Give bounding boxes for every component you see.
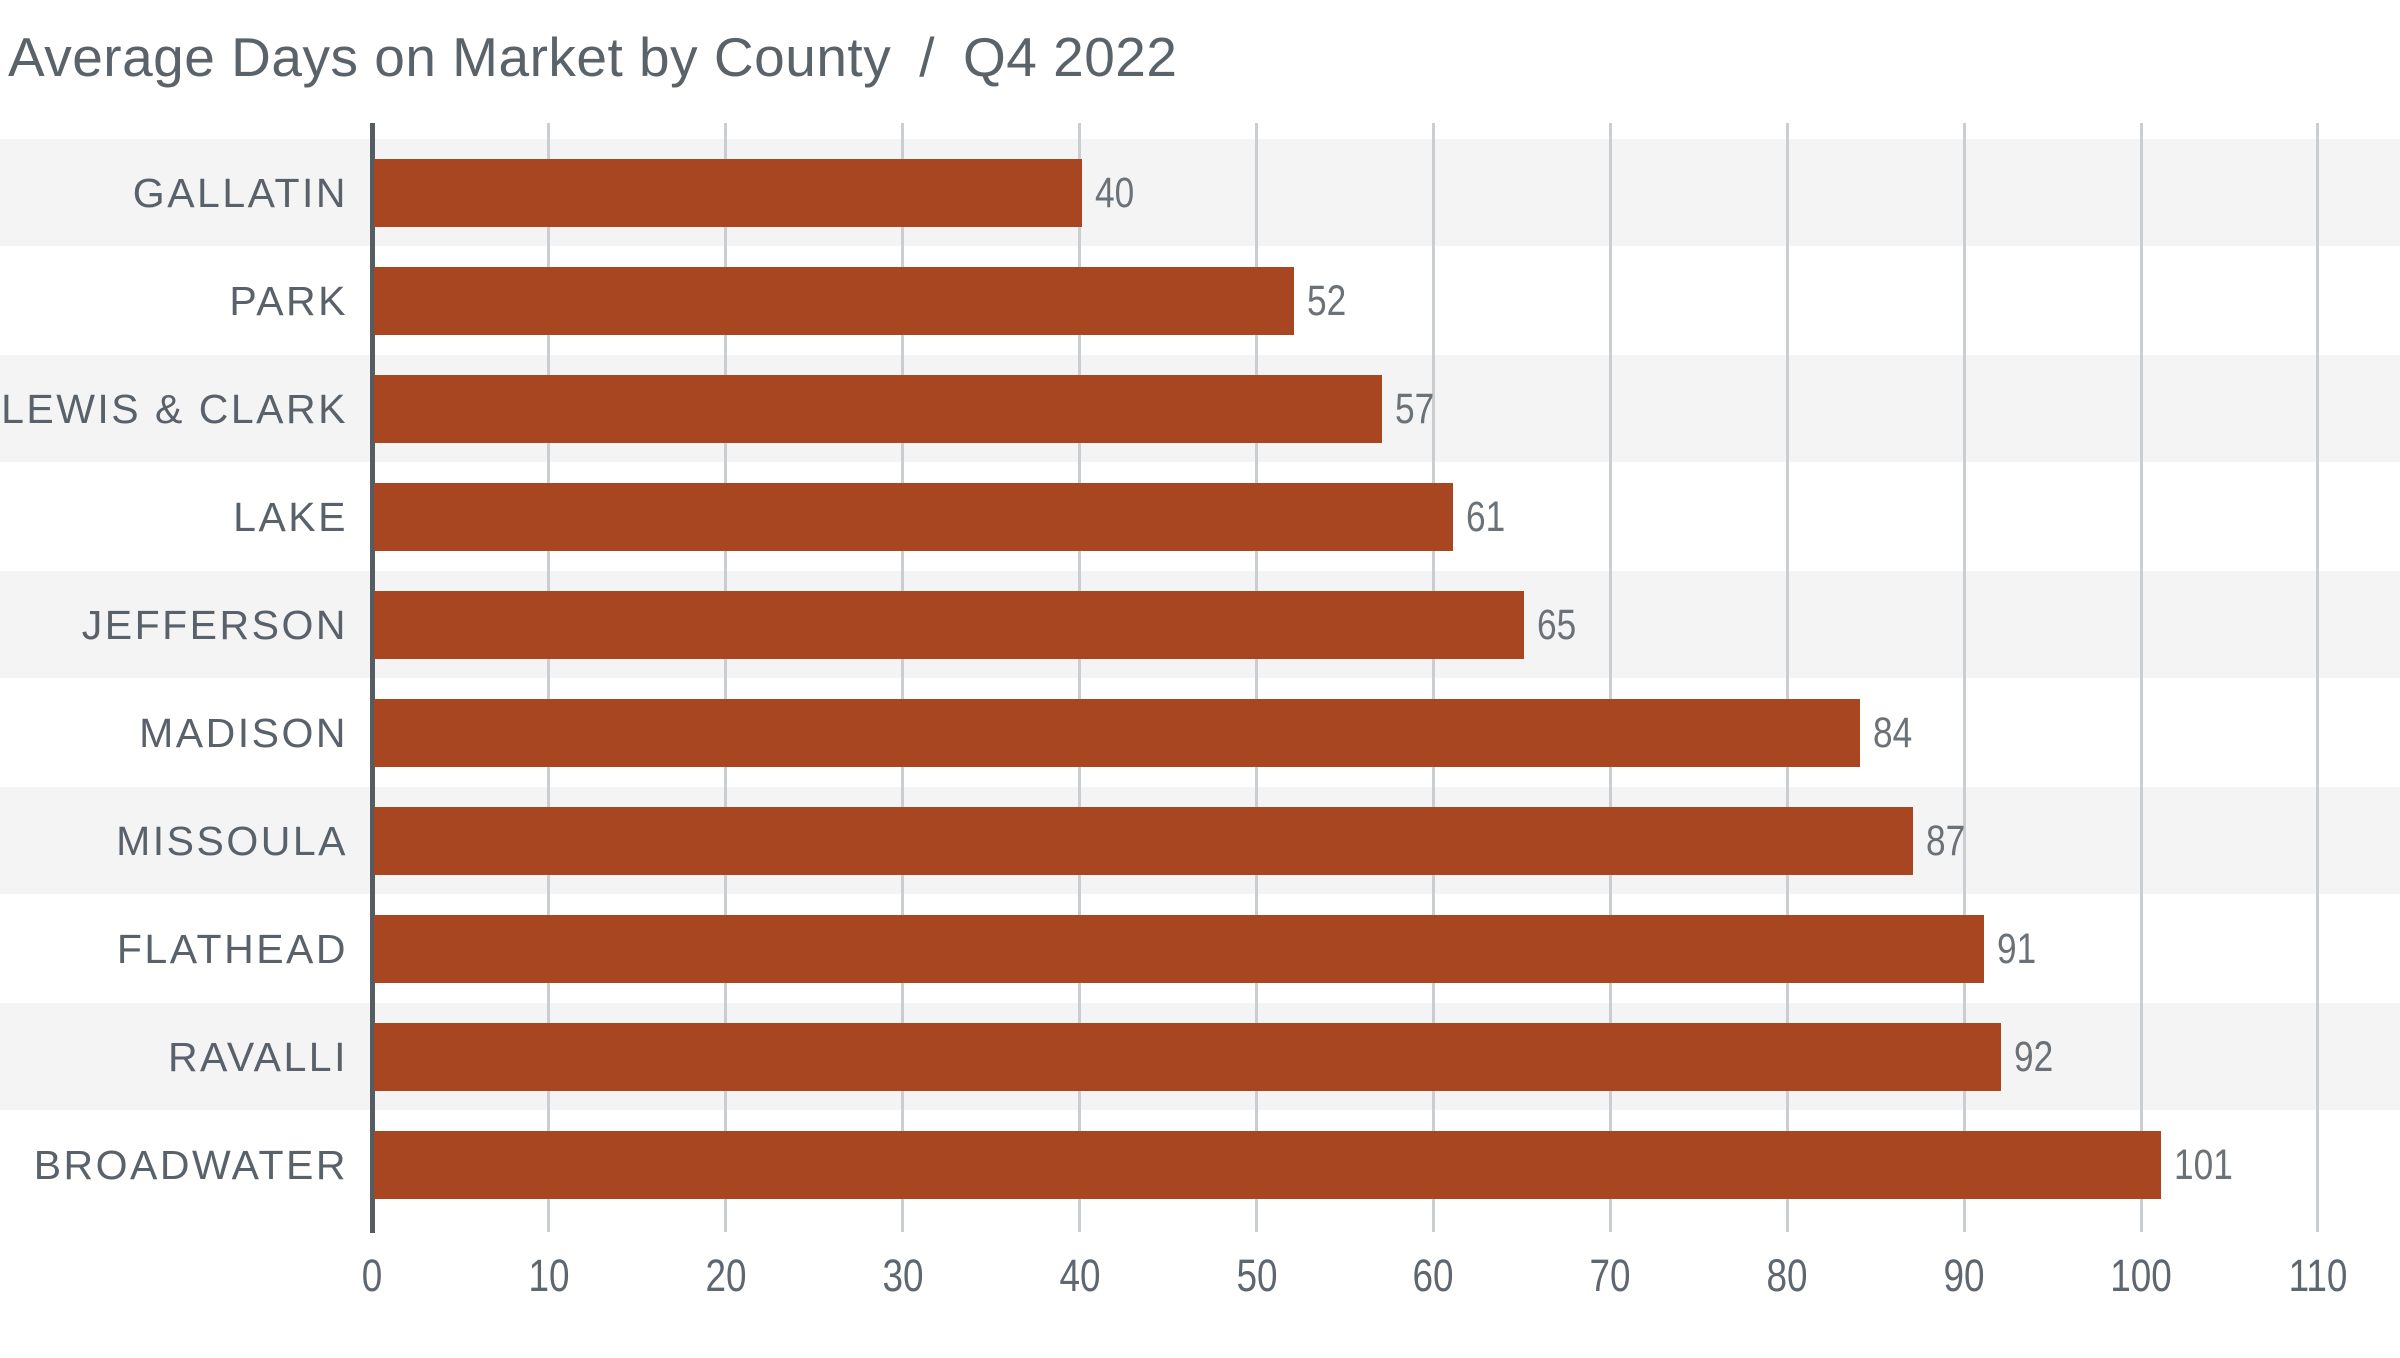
- gridline: [1962, 123, 1966, 1232]
- bar: [374, 807, 1914, 875]
- bar: [374, 591, 1524, 659]
- value-label: 40: [1094, 169, 1134, 217]
- category-label: BROADWATER: [33, 1142, 348, 1188]
- gridline: [1785, 123, 1789, 1232]
- x-tick-label: 70: [1589, 1250, 1631, 1301]
- category-label: MADISON: [139, 710, 348, 756]
- chart-title-period: Q4 2022: [962, 26, 1178, 88]
- row-band: [0, 139, 2400, 246]
- bar: [374, 375, 1383, 443]
- gridline: [1431, 123, 1435, 1232]
- gridline: [1608, 123, 1612, 1232]
- value-label: 52: [1306, 277, 1347, 325]
- x-tick-label: 110: [2288, 1250, 2348, 1301]
- x-tick-label: 80: [1766, 1250, 1808, 1301]
- category-label: GALLATIN: [132, 170, 348, 216]
- x-tick-label: 0: [361, 1250, 383, 1301]
- chart-title-main: Average Days on Market by County: [8, 26, 892, 88]
- x-tick-label: 30: [882, 1250, 924, 1301]
- value-label: 84: [1872, 709, 1913, 757]
- bar: [374, 267, 1294, 335]
- value-label: 61: [1466, 493, 1506, 541]
- category-label: JEFFERSON: [81, 602, 348, 648]
- category-label: RAVALLI: [167, 1034, 348, 1080]
- bar: [374, 1131, 2161, 1199]
- chart-title-separator: /: [919, 26, 935, 88]
- x-tick-label: 40: [1059, 1250, 1101, 1301]
- category-label: PARK: [229, 278, 348, 324]
- category-label: LEWIS & CLARK: [1, 386, 348, 432]
- value-label: 57: [1395, 385, 1435, 433]
- category-label: MISSOULA: [116, 818, 348, 864]
- x-tick-label: 90: [1943, 1250, 1985, 1301]
- category-label: LAKE: [233, 494, 348, 540]
- bar: [374, 159, 1082, 227]
- bar: [374, 699, 1860, 767]
- bar: [374, 483, 1454, 551]
- x-tick-label: 10: [528, 1250, 570, 1301]
- gridline: [1255, 123, 1258, 1232]
- value-label: 92: [2014, 1033, 2054, 1081]
- value-label: 87: [1926, 817, 1966, 865]
- gridline: [724, 123, 728, 1232]
- gridline: [2139, 123, 2143, 1232]
- gridline: [901, 123, 905, 1232]
- x-tick-label: 20: [705, 1250, 747, 1301]
- gridline: [1078, 123, 1082, 1232]
- value-label: 101: [2173, 1141, 2233, 1189]
- x-tick-label: 100: [2110, 1250, 2172, 1301]
- bar: [374, 915, 1984, 983]
- bar: [374, 1023, 2002, 1091]
- y-axis-line: [370, 123, 375, 1233]
- x-tick-label: 50: [1235, 1250, 1278, 1301]
- category-label: FLATHEAD: [116, 926, 348, 972]
- chart-title: Average Days on Market by County / Q4 2022: [8, 30, 1178, 85]
- gridline: [547, 123, 551, 1232]
- value-label: 65: [1536, 601, 1577, 649]
- value-label: 91: [1996, 925, 2037, 973]
- gridline: [2316, 123, 2320, 1232]
- x-tick-label: 60: [1412, 1250, 1454, 1301]
